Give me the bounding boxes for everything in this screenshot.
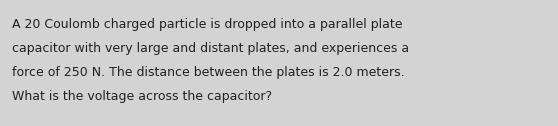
Text: What is the voltage across the capacitor?: What is the voltage across the capacitor… — [12, 90, 272, 103]
Text: force of 250 N. The distance between the plates is 2.0 meters.: force of 250 N. The distance between the… — [12, 66, 405, 79]
Text: capacitor with very large and distant plates, and experiences a: capacitor with very large and distant pl… — [12, 42, 409, 55]
Text: A 20 Coulomb charged particle is dropped into a parallel plate: A 20 Coulomb charged particle is dropped… — [12, 18, 402, 31]
